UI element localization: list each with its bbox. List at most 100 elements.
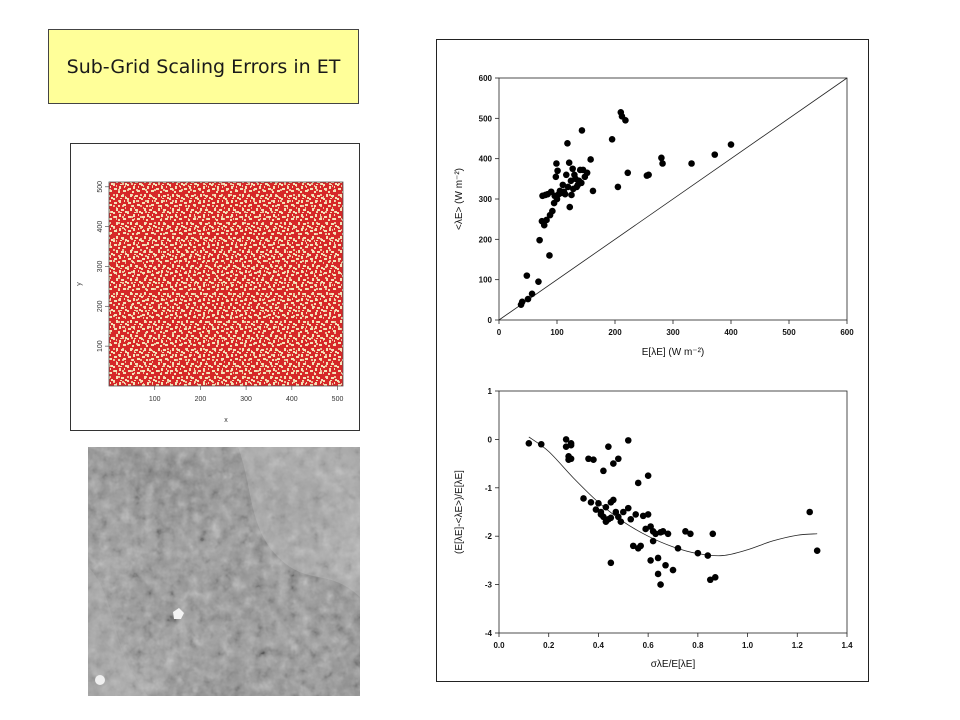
- bottom-chart-point: [806, 508, 814, 516]
- top-chart-point: [559, 181, 567, 189]
- bottom-chart-point: [674, 545, 682, 552]
- bottom-chart-x-ticks: 0.0 0.2 0.4 0.6 0.8 1.0 1.2 1.4: [493, 633, 853, 650]
- top-chart-y-tick-label: 500: [479, 114, 493, 123]
- bottom-chart-point: [537, 440, 545, 448]
- top-chart-point: [524, 295, 532, 303]
- bottom-chart-x-tick-label: 0.4: [593, 641, 605, 650]
- bottom-chart-point: [629, 542, 637, 550]
- bottom-chart-point: [562, 443, 570, 450]
- bottom-chart-point: [580, 495, 587, 502]
- random-field-x-tick-label: 200: [195, 396, 207, 403]
- random-field-x-tick-label: 400: [286, 396, 298, 403]
- bottom-chart-point: [639, 512, 647, 520]
- top-chart-point: [727, 141, 735, 148]
- aerial-photo: [88, 447, 360, 696]
- bottom-chart-x-tick-label: 1.2: [792, 641, 804, 650]
- top-chart-point: [564, 140, 571, 147]
- top-chart-point: [528, 290, 536, 298]
- top-chart-point: [546, 252, 553, 259]
- bottom-chart-y-tick-label: -3: [485, 581, 493, 590]
- bottom-chart-y-ticks: -4 -3 -2 -1 0 1: [485, 387, 499, 638]
- bottom-chart-point: [610, 496, 617, 504]
- bottom-chart-x-tick-label: 0.8: [692, 641, 704, 650]
- bottom-chart-point: [644, 511, 652, 518]
- bottom-chart-point: [590, 456, 597, 464]
- random-field-x-tick-label: 500: [332, 396, 344, 403]
- top-chart-x-tick-label: 400: [724, 328, 738, 337]
- bottom-chart-point: [687, 530, 694, 538]
- top-chart-x-tick-label: 300: [666, 328, 680, 337]
- random-field-y-ticks: 100 200 300 400 500: [97, 181, 109, 352]
- chart-panel: 0 100 200 300 400 500 600 0 100 200 300 400 500 600 …: [436, 39, 869, 682]
- slide-title: Sub-Grid Scaling Errors in ET: [66, 55, 341, 78]
- top-chart-point: [688, 160, 695, 167]
- top-chart-point: [658, 154, 665, 162]
- bottom-chart-y-tick-label: -2: [485, 532, 493, 541]
- bottom-chart-point: [605, 443, 612, 450]
- bottom-chart-x-tick-label: 1.0: [742, 641, 754, 650]
- top-chart-point: [659, 160, 666, 167]
- top-chart-point: [578, 179, 585, 187]
- top-chart-y-tick-label: 400: [479, 155, 493, 164]
- top-chart-point: [536, 236, 543, 244]
- top-chart-y-tick-label: 300: [479, 195, 493, 204]
- random-field-y-tick-label: 200: [97, 300, 104, 312]
- bottom-chart-y-label: (E[λE]-<λE>)/E[λE]: [454, 470, 465, 554]
- bottom-chart-x-tick-label: 1.4: [841, 641, 853, 650]
- top-chart-point: [562, 171, 570, 179]
- bottom-chart-y-tick-label: 0: [488, 435, 493, 444]
- top-chart-x-tick-label: 100: [550, 328, 564, 337]
- bottom-chart-point: [654, 554, 662, 562]
- top-chart-point: [535, 278, 542, 285]
- bottom-chart-point: [694, 549, 702, 557]
- bottom-chart-x-label: σλE/E[λE]: [651, 659, 696, 670]
- bottom-chart-y-tick-label: -1: [485, 484, 493, 493]
- top-chart-point: [554, 167, 561, 175]
- top-chart-point: [578, 127, 586, 134]
- bottom-chart-point: [813, 547, 821, 555]
- top-chart-point: [564, 183, 572, 191]
- bottom-chart-plot-area: [498, 390, 848, 634]
- bottom-chart-point: [602, 503, 610, 511]
- top-chart-point: [518, 298, 526, 306]
- top-chart-points: [517, 108, 735, 308]
- top-chart-x-tick-label: 600: [840, 328, 854, 337]
- top-chart-x-tick-label: 0: [497, 328, 502, 337]
- bottom-chart-point: [709, 530, 717, 538]
- top-scatter-chart: 0 100 200 300 400 500 600 0100200300400500600 …: [454, 74, 854, 358]
- bottom-chart-points: [525, 436, 821, 588]
- bottom-chart-point: [711, 574, 719, 581]
- bottom-chart-point: [624, 504, 632, 512]
- top-chart-y-tick-label: 100: [479, 276, 493, 285]
- bottom-scatter-chart: 0.0 0.2 0.4 0.6 0.8 1.0 1.2 1.4 -4 -3 -2 -1 0 1 σλE/…: [454, 387, 853, 670]
- random-field-x-label: x: [224, 417, 228, 424]
- top-chart-point: [608, 136, 616, 143]
- random-field-y-tick-label: 300: [97, 261, 104, 273]
- top-chart-point: [523, 272, 531, 279]
- bottom-chart-point: [592, 506, 600, 513]
- bottom-chart-point: [706, 576, 714, 584]
- top-chart-point: [622, 117, 629, 124]
- top-chart-y-label: <λE> (W m⁻²): [454, 168, 465, 230]
- bottom-chart-point: [610, 460, 617, 467]
- bottom-chart-y-tick-label: 1: [488, 387, 493, 396]
- bottom-chart-point: [615, 455, 622, 463]
- bottom-chart-point: [567, 455, 575, 463]
- bottom-chart-point: [657, 581, 664, 588]
- top-chart-one-to-one-line: [498, 77, 848, 321]
- random-field-x-ticks: 100 200 300 400 500: [149, 386, 344, 403]
- random-field-y-label: y: [76, 282, 83, 286]
- top-chart-point: [589, 187, 597, 195]
- bottom-chart-point: [632, 511, 640, 518]
- top-chart-point: [543, 216, 550, 224]
- top-chart-point: [553, 160, 560, 167]
- bottom-chart-point: [525, 439, 533, 447]
- random-field-y-tick-label: 100: [97, 340, 104, 352]
- bottom-chart-point: [600, 467, 607, 475]
- bottom-chart-point: [634, 479, 642, 487]
- top-chart-point: [624, 169, 632, 177]
- top-chart-point: [711, 151, 719, 158]
- random-field-y-tick-label: 500: [97, 181, 104, 193]
- top-chart-point: [614, 183, 622, 191]
- bottom-chart-point: [654, 570, 662, 578]
